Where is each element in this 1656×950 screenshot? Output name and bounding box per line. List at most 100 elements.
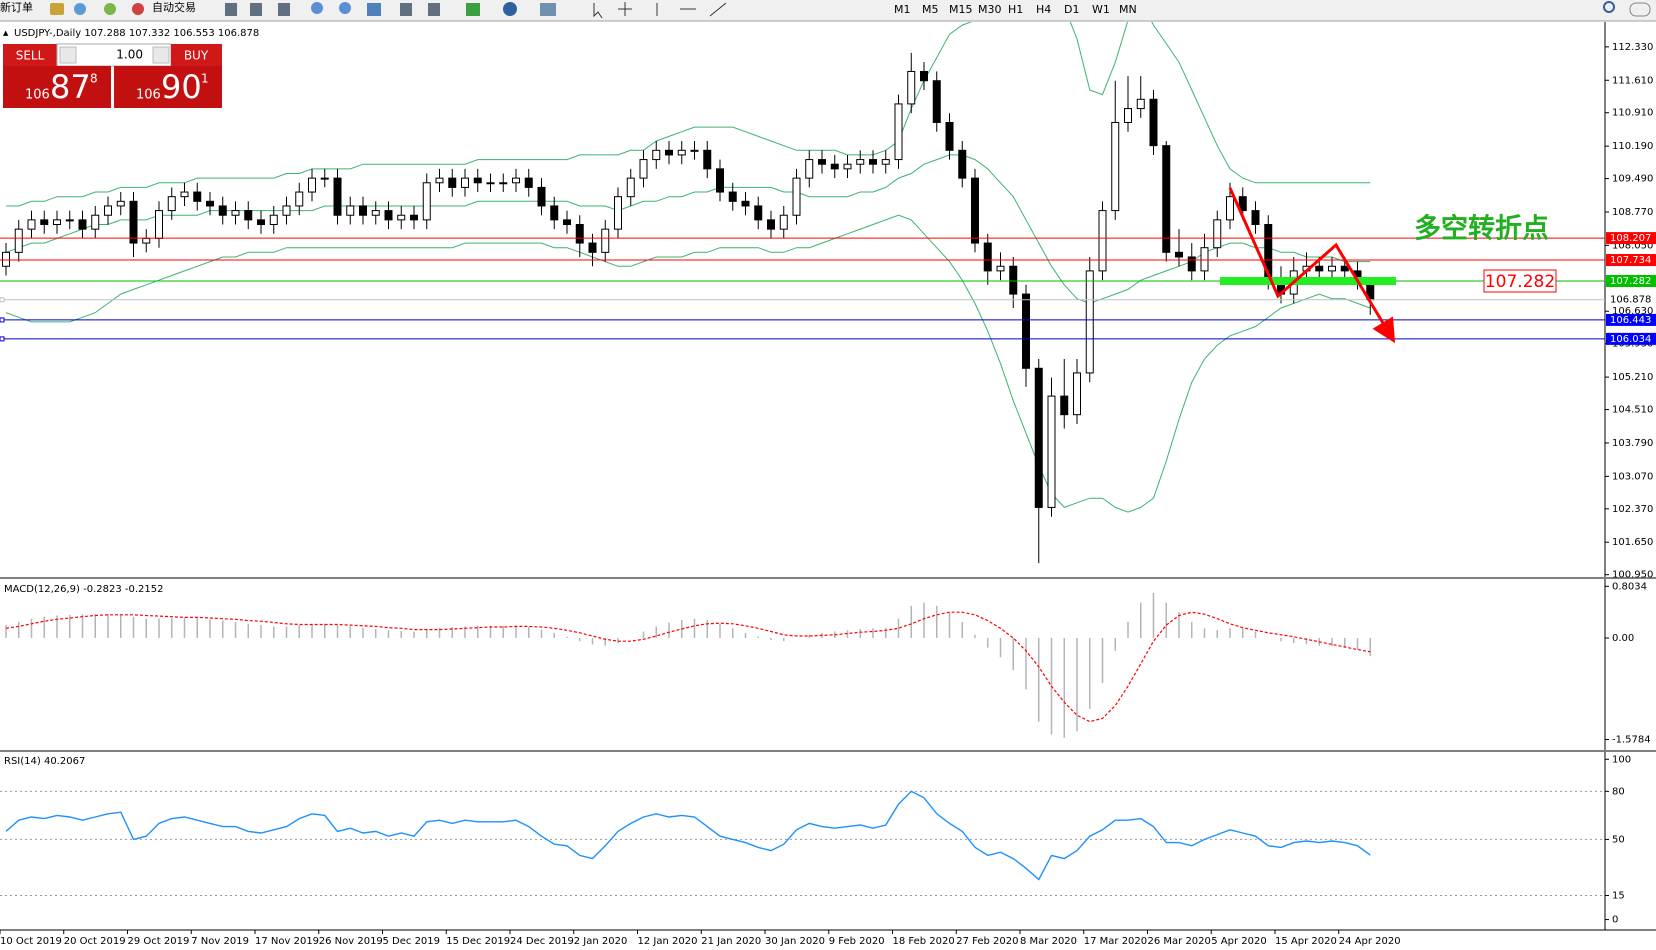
y-tick-label: 104.510	[1612, 405, 1653, 416]
y-tick-label: 106.630	[1612, 306, 1653, 317]
candle-body	[575, 224, 584, 244]
y-tick-label: 108.050	[1612, 240, 1653, 251]
candle-body	[1213, 219, 1222, 249]
x-tick-label: 2 Jan 2020	[574, 936, 628, 947]
candle-body	[932, 80, 941, 123]
candle-body	[1047, 395, 1056, 508]
candle-body	[1340, 265, 1349, 272]
candle-body	[830, 163, 839, 170]
candle-body	[2, 251, 10, 267]
annotation-text: 多空转折点	[1414, 213, 1549, 245]
candle-body	[422, 182, 431, 221]
x-tick-label: 17 Nov 2019	[255, 936, 319, 947]
bollinger-lower	[5, 214, 1371, 513]
candle-body	[563, 219, 571, 226]
candle-body	[397, 214, 406, 221]
candle-body	[614, 196, 622, 230]
y-tick-label: 0.00	[1612, 633, 1634, 644]
price-label-box	[1606, 274, 1656, 287]
sell-label[interactable]: SELL	[16, 49, 45, 63]
price-label: 107.282	[1610, 276, 1651, 287]
candle-body	[665, 149, 673, 156]
x-tick-label: 12 Jan 2020	[638, 936, 698, 947]
chart-header: USDJPY-,Daily 107.288 107.332 106.553 10…	[14, 28, 259, 39]
x-tick-label: 21 Jan 2020	[701, 936, 761, 947]
candle-body	[907, 70, 916, 105]
sell-price-fraction: 8	[90, 72, 98, 86]
chat-icon[interactable]	[1629, 2, 1651, 17]
candle-body	[346, 205, 355, 216]
timeframe-button[interactable]: H4	[1036, 3, 1051, 16]
candle-body	[308, 177, 316, 193]
candle-body	[40, 219, 49, 226]
candle-body	[295, 191, 304, 207]
candle-body	[601, 228, 610, 253]
candle-body	[1175, 251, 1183, 258]
sell-price-box[interactable]	[3, 66, 111, 108]
callout-label: 107.282	[1485, 272, 1555, 292]
y-tick-label: 80	[1612, 786, 1625, 797]
candle-body	[779, 214, 788, 230]
candle-body	[320, 177, 329, 180]
buy-label[interactable]: BUY	[184, 49, 209, 63]
candle-body	[499, 182, 508, 185]
callout-box	[1483, 269, 1557, 293]
candle-body	[27, 219, 36, 230]
candle-body	[206, 200, 214, 207]
y-tick-label: 50	[1612, 834, 1625, 845]
buy-button[interactable]	[171, 44, 222, 66]
candle-body	[639, 159, 648, 179]
x-tick-label: 5 Dec 2019	[383, 936, 441, 947]
candle-body	[448, 177, 457, 188]
timeframe-button[interactable]: M15	[949, 3, 973, 16]
timeframe-button[interactable]: D1	[1064, 3, 1079, 16]
candle-body	[461, 177, 469, 188]
candle-body	[180, 191, 189, 198]
timeframe-button[interactable]: M30	[978, 3, 1002, 16]
timeframe-button[interactable]: W1	[1092, 3, 1110, 16]
y-tick-label: 108.770	[1612, 207, 1653, 218]
candle-body	[1136, 98, 1145, 110]
timeframe-button[interactable]: M5	[922, 3, 939, 16]
sell-button[interactable]	[3, 44, 57, 66]
trend-arrow	[1228, 187, 1396, 344]
candle-body	[1315, 265, 1324, 272]
candle-body	[550, 205, 559, 221]
candle-body	[65, 219, 74, 222]
timeframe-button[interactable]: H1	[1008, 3, 1023, 16]
candle-body	[371, 210, 380, 216]
x-tick-label: 7 Nov 2019	[191, 936, 249, 947]
x-tick-label: 18 Feb 2020	[893, 936, 955, 947]
y-tick-label: 0	[1612, 915, 1618, 926]
search-icon[interactable]	[1603, 1, 1615, 13]
new-order-button[interactable]: 新订单	[0, 0, 33, 14]
support-zone	[1220, 276, 1396, 285]
candle-body	[1124, 108, 1132, 123]
one-click-trading: SELL 1.00 BUY 106 87 8 106 90 1	[3, 43, 222, 108]
candle-body	[91, 214, 100, 230]
lot-spinner[interactable]	[152, 46, 170, 64]
y-tick-label: 111.610	[1612, 75, 1653, 86]
candle-body	[754, 205, 763, 221]
y-tick-label: 110.190	[1612, 141, 1653, 152]
candle-body	[588, 242, 597, 253]
candle-body	[282, 205, 291, 216]
candle-body	[155, 210, 163, 239]
price-label: 107.734	[1610, 255, 1651, 266]
lot-value[interactable]: 1.00	[116, 48, 143, 62]
x-tick-label: 15 Dec 2019	[446, 936, 510, 947]
candle-body	[78, 219, 87, 230]
candle-body	[1073, 372, 1081, 416]
auto-trading-button[interactable]: 自动交易	[152, 0, 196, 14]
y-tick-label: 100	[1612, 754, 1631, 765]
x-tick-label: 26 Nov 2019	[319, 936, 383, 947]
candle-body	[971, 177, 979, 244]
lot-spinner[interactable]	[59, 46, 77, 64]
candle-body	[359, 205, 367, 216]
collapse-arrow[interactable]: ▲	[3, 29, 9, 37]
timeframe-button[interactable]: M1	[894, 3, 911, 16]
candle-body	[983, 242, 992, 272]
buy-price-box[interactable]	[114, 66, 222, 108]
x-tick-label: 29 Oct 2019	[128, 936, 190, 947]
timeframe-button[interactable]: MN	[1119, 3, 1137, 16]
